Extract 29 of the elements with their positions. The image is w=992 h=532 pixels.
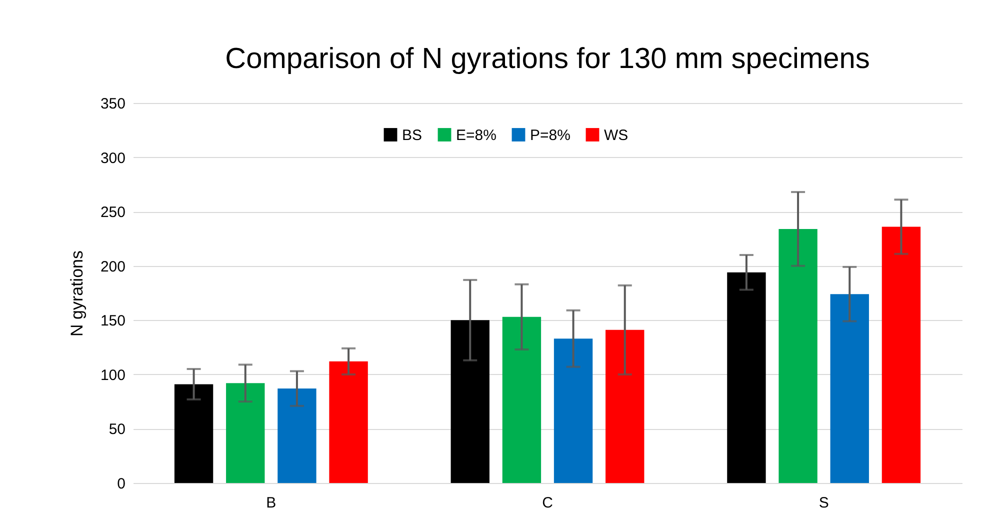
y-tick-label: 100 <box>100 366 126 384</box>
bar <box>554 338 593 483</box>
chart-title: Comparison of N gyrations for 130 mm specimens <box>225 43 870 75</box>
legend-label: WS <box>604 126 628 144</box>
y-tick-label: 350 <box>100 96 126 112</box>
x-tick-label: S <box>818 494 829 512</box>
bar <box>727 272 766 483</box>
x-tick-label: B <box>266 494 276 512</box>
bar <box>278 388 316 483</box>
legend-label: P=8% <box>530 126 570 144</box>
y-tick-label: 200 <box>100 258 126 276</box>
y-tick-label: 50 <box>108 421 126 438</box>
bar <box>174 384 214 483</box>
bar <box>882 226 921 483</box>
y-tick-label: 150 <box>100 312 126 330</box>
legend-label: BS <box>402 126 422 144</box>
bar <box>329 361 368 483</box>
legend-label: E=8% <box>456 126 496 144</box>
y-tick-label: 300 <box>100 150 126 167</box>
bar <box>606 330 644 483</box>
y-tick-label: 0 <box>117 476 126 492</box>
bar <box>226 383 265 483</box>
bar <box>830 294 869 483</box>
bar <box>778 228 818 483</box>
y-axis-title: N gyrations <box>67 250 86 336</box>
x-tick-label: C <box>542 494 554 512</box>
bar <box>502 316 542 483</box>
bar <box>450 320 490 483</box>
y-tick-label: 250 <box>100 204 126 222</box>
